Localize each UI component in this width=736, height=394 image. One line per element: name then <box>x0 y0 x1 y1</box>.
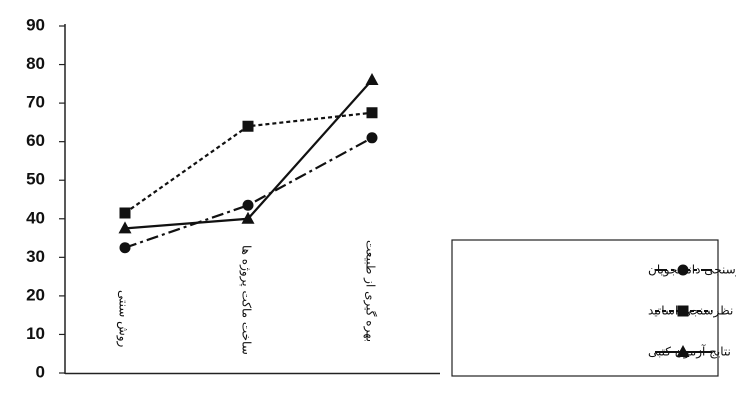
y-tick-label: 60 <box>26 131 45 150</box>
x-tick-label: روش سنتی <box>116 290 131 348</box>
y-tick-label: 40 <box>26 208 45 227</box>
marker <box>367 107 378 118</box>
legend-label: نظرسنجی اساتید <box>648 304 733 319</box>
marker <box>367 132 378 143</box>
x-tick-label: ساخت ماکت پروژه ها <box>239 245 254 355</box>
marker <box>120 207 131 218</box>
y-tick-label: 50 <box>26 170 45 189</box>
marker <box>243 121 254 132</box>
y-tick-label: 30 <box>26 247 45 266</box>
y-tick-label: 70 <box>26 93 45 112</box>
marker <box>120 242 131 253</box>
y-tick-label: 80 <box>26 54 45 73</box>
y-tick-label: 90 <box>26 15 45 34</box>
x-tick-label: بهره گیری از طبیعت <box>363 240 378 342</box>
y-tick-label: 10 <box>26 324 45 343</box>
marker <box>243 200 254 211</box>
legend-label: نتایج آزمون کتبی <box>648 344 731 360</box>
y-tick-label: 0 <box>36 362 45 381</box>
legend-label: نظرسنجی دانشجویان <box>648 263 736 278</box>
chart: 0 10 20 30 40 50 60 70 80 90 روش سنتی ساخت ماکت پرو… <box>0 0 736 394</box>
y-tick-label: 20 <box>26 285 45 304</box>
